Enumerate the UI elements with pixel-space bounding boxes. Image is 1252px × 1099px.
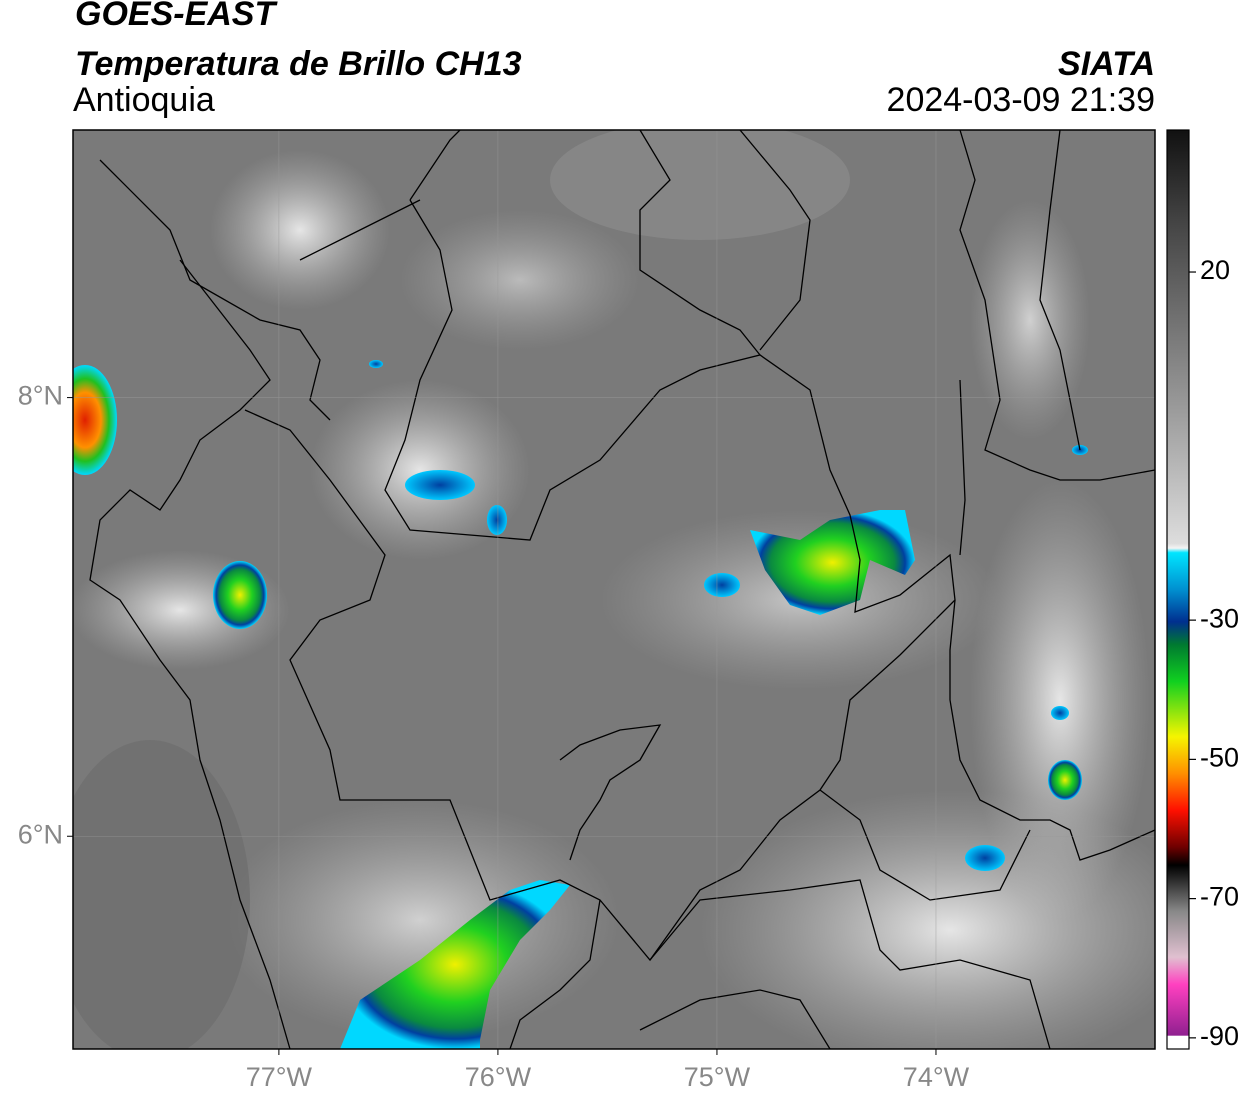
x-tick-label: 76°W — [465, 1062, 532, 1092]
x-tick-label: 74°W — [903, 1062, 970, 1092]
title: GOES-EAST — [75, 0, 278, 33]
y-tick-label: 8°N — [18, 381, 63, 411]
subtitle: Temperatura de Brillo CH13 — [75, 45, 522, 83]
colorbar-tick-label: -30 — [1200, 603, 1239, 633]
y-tick-label: 6°N — [18, 819, 63, 849]
map-imagery — [73, 130, 1155, 1049]
x-tick-label: 77°W — [246, 1062, 313, 1092]
colorbar-tick-label: 20 — [1200, 255, 1230, 285]
colorbar-tick-label: -50 — [1200, 743, 1239, 773]
colorbar — [1166, 129, 1190, 1050]
graticule — [73, 130, 1155, 1049]
colorbar-tick-label: -90 — [1200, 1021, 1239, 1051]
map-frame — [72, 129, 1156, 1050]
datetime: 2024-03-09 21:39 — [887, 81, 1155, 119]
colorbar-tick-label: -70 — [1200, 882, 1239, 912]
source: SIATA — [1058, 45, 1155, 83]
x-tick-label: 75°W — [684, 1062, 751, 1092]
region: Antioquia — [73, 81, 215, 119]
